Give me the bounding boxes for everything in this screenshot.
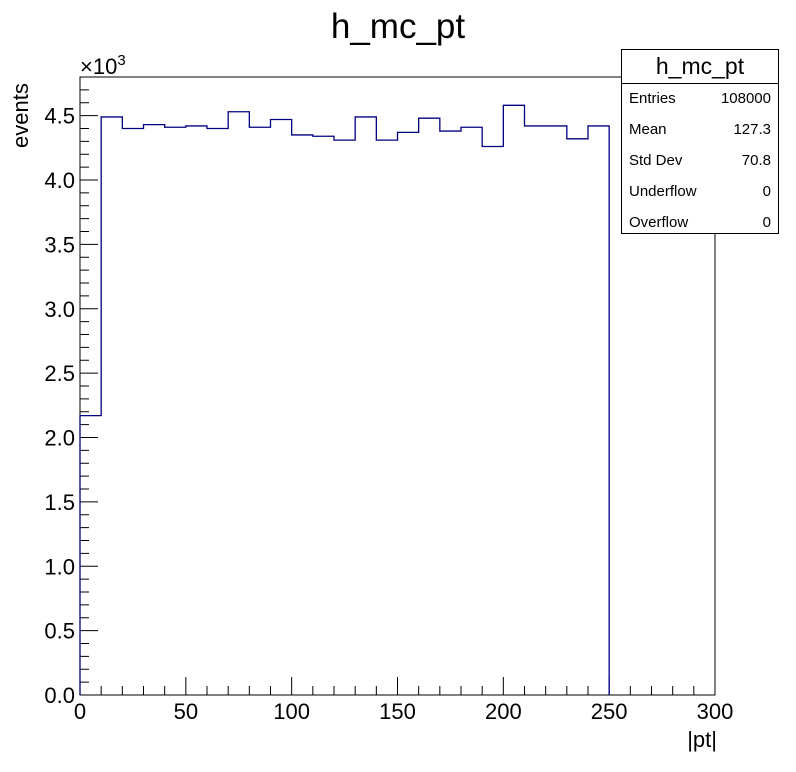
stats-row-mean: Mean 127.3 xyxy=(622,114,778,145)
stats-row-underflow: Underflow 0 xyxy=(622,176,778,207)
y-tick-label: 3.5 xyxy=(44,232,75,257)
stats-row-std-dev: Std Dev 70.8 xyxy=(622,145,778,176)
stats-box: h_mc_pt Entries 108000 Mean 127.3 Std De… xyxy=(621,49,779,234)
y-multiplier-base: ×10 xyxy=(80,54,117,79)
x-axis-label: |pt| xyxy=(687,727,717,752)
histogram-step-line xyxy=(79,104,610,695)
y-tick-label: 4.0 xyxy=(44,168,75,193)
stats-label: Std Dev xyxy=(629,152,683,169)
stats-title: h_mc_pt xyxy=(622,50,778,84)
x-tick-label: 250 xyxy=(591,699,628,724)
y-tick-label: 1.0 xyxy=(44,554,75,579)
stats-label: Entries xyxy=(629,90,676,107)
stats-value: 127.3 xyxy=(733,121,771,138)
y-tick-label: 2.5 xyxy=(44,361,75,386)
y-multiplier: ×103 xyxy=(80,52,126,79)
x-tick-label: 0 xyxy=(74,699,86,724)
x-tick-label: 50 xyxy=(174,699,198,724)
stats-label: Mean xyxy=(629,121,667,138)
stats-value: 0 xyxy=(762,183,771,200)
y-tick-label: 3.0 xyxy=(44,297,75,322)
plot-frame xyxy=(79,76,716,696)
axes: 0 50 100 150 200 250 300 0.0 0.5 1.0 1.5 2.0 2.5 3.0 3… xyxy=(44,76,734,724)
stats-label: Overflow xyxy=(629,214,689,231)
y-tick-label: 0.5 xyxy=(44,619,75,644)
y-tick-label: 1.5 xyxy=(44,490,75,515)
x-tick-label: 300 xyxy=(697,699,734,724)
x-tick-label: 200 xyxy=(485,699,522,724)
stats-value: 108000 xyxy=(720,90,771,107)
y-axis-label: events xyxy=(8,83,33,148)
y-tick-label: 4.5 xyxy=(44,104,75,129)
stats-row-entries: Entries 108000 xyxy=(622,83,778,114)
x-tick-label: 150 xyxy=(379,699,416,724)
stats-row-overflow: Overflow 0 xyxy=(622,207,778,238)
chart-title: h_mc_pt xyxy=(331,7,466,46)
y-multiplier-exponent: 3 xyxy=(117,52,125,69)
y-tick-label: 2.0 xyxy=(44,426,75,451)
stats-label: Underflow xyxy=(629,183,697,200)
y-tick-label: 0.0 xyxy=(44,683,75,708)
stats-value: 0 xyxy=(762,214,771,231)
stats-value: 70.8 xyxy=(741,152,771,169)
x-tick-label: 100 xyxy=(273,699,310,724)
